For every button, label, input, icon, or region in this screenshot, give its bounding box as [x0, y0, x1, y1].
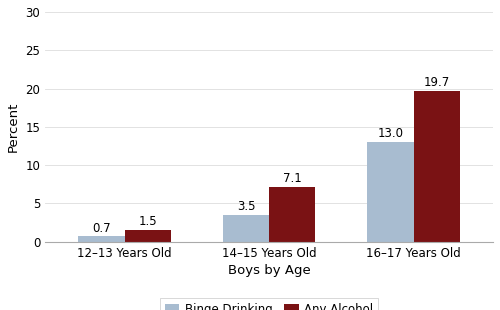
- Legend: Binge Drinking, Any Alcohol: Binge Drinking, Any Alcohol: [160, 298, 378, 310]
- Bar: [78, 237, 124, 242]
- Bar: [223, 215, 269, 242]
- Bar: [414, 91, 460, 242]
- Text: 13.0: 13.0: [378, 127, 404, 140]
- Y-axis label: Percent: Percent: [7, 102, 20, 152]
- Bar: [124, 230, 171, 242]
- Text: 0.7: 0.7: [92, 222, 111, 235]
- Text: 3.5: 3.5: [237, 200, 256, 213]
- Text: 1.5: 1.5: [138, 215, 157, 228]
- Bar: [269, 188, 316, 242]
- X-axis label: Boys by Age: Boys by Age: [228, 264, 310, 277]
- Text: 7.1: 7.1: [283, 172, 302, 185]
- Bar: [368, 142, 414, 242]
- Text: 19.7: 19.7: [424, 76, 450, 89]
